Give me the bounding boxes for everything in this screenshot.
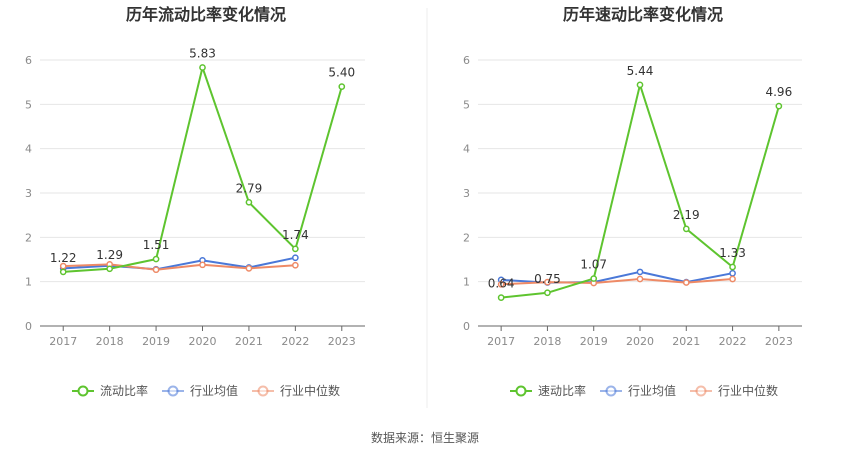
y-tick-label: 5 (25, 98, 32, 111)
data-label: 5.83 (189, 47, 216, 61)
y-tick-label: 6 (25, 54, 32, 67)
legend-swatch-marker (257, 385, 269, 397)
legend-swatch-marker (515, 385, 527, 397)
data-point (106, 265, 113, 273)
data-point (682, 279, 690, 286)
legend-swatch-marker (77, 385, 89, 397)
legend-swatch-marker (695, 385, 707, 397)
data-point (636, 275, 644, 283)
chart-title: 历年速动比率变化情况 (563, 5, 723, 24)
y-tick-label: 4 (25, 143, 32, 156)
x-tick-label: 2018 (96, 335, 124, 348)
x-tick-label: 2020 (626, 335, 654, 348)
x-tick-label: 2021 (672, 335, 700, 348)
current-ratio-chart: 历年流动比率变化情况 0 1 2 3 4 5 6 2017 2018 2019 2020 2021 202… (25, 5, 365, 398)
quick-ratio-chart: 历年速动比率变化情况 0 1 2 3 4 5 6 2017 2018 2019 2020 2021 202… (463, 5, 802, 398)
data-point (245, 265, 253, 272)
y-tick-label: 6 (463, 54, 470, 67)
legend-label: 行业中位数 (718, 383, 778, 398)
x-tick-label: 2019 (142, 335, 170, 348)
data-label: 1.74 (282, 228, 309, 242)
x-tick-label: 2023 (328, 335, 356, 348)
y-tick-label: 0 (25, 320, 32, 333)
data-label: 2.19 (673, 208, 700, 222)
x-tick-label: 2021 (235, 335, 263, 348)
series-line-1 (63, 256, 296, 271)
data-point (338, 83, 346, 90)
data-label: 1.29 (96, 248, 123, 262)
y-tick-label: 2 (25, 231, 32, 244)
data-point (729, 269, 736, 277)
x-tick-label: 2017 (49, 335, 77, 348)
data-point (245, 198, 253, 206)
y-tick-label: 3 (25, 187, 32, 200)
data-point (775, 102, 783, 110)
legend-item[interactable]: 速动比率 (510, 383, 586, 398)
data-label: 1.33 (719, 246, 746, 260)
data-point (292, 245, 299, 253)
legend-swatch-marker (605, 385, 617, 397)
series-line-2 (501, 278, 733, 286)
data-point (544, 289, 551, 297)
data-label: 5.44 (627, 64, 654, 78)
legend-label: 行业中位数 (280, 383, 340, 398)
legend-label: 流动比率 (100, 383, 148, 398)
legend-item[interactable]: 行业均值 (600, 383, 676, 398)
legend-swatch-marker (167, 385, 179, 397)
data-point (636, 268, 644, 276)
data-point (497, 280, 505, 288)
legend-item[interactable]: 行业均值 (162, 383, 238, 398)
data-point (636, 81, 644, 89)
data-point (199, 261, 206, 269)
legend-label: 行业均值 (628, 383, 676, 398)
y-tick-label: 2 (463, 231, 470, 244)
x-tick-label: 2023 (765, 335, 793, 348)
data-label: 1.51 (143, 238, 170, 252)
data-point (199, 64, 206, 71)
series-line-0 (500, 83, 780, 299)
data-point (292, 261, 299, 269)
chart-title: 历年流动比率变化情况 (126, 5, 286, 24)
x-tick-label: 2022 (281, 335, 309, 348)
data-label: 1.07 (580, 258, 607, 272)
data-point (292, 254, 299, 262)
series-line-2 (63, 263, 296, 271)
data-source-label: 数据来源：恒生聚源 (371, 430, 479, 445)
y-tick-label: 1 (25, 276, 32, 289)
y-tick-label: 4 (463, 143, 470, 156)
data-point (152, 255, 160, 263)
data-point (152, 266, 160, 274)
x-tick-label: 2017 (487, 335, 515, 348)
data-point (590, 275, 598, 282)
data-point (544, 278, 551, 286)
x-tick-label: 2020 (189, 335, 217, 348)
legend-item[interactable]: 行业中位数 (690, 383, 778, 398)
y-tick-label: 3 (463, 187, 470, 200)
data-point (59, 268, 67, 276)
legend-item[interactable]: 流动比率 (72, 383, 148, 398)
data-point (682, 225, 690, 233)
y-tick-label: 1 (463, 276, 470, 289)
legend-label: 行业均值 (190, 383, 238, 398)
data-label: 0.75 (534, 272, 561, 286)
data-point (497, 294, 505, 301)
data-point (729, 263, 736, 271)
x-tick-label: 2019 (580, 335, 608, 348)
data-label: 0.64 (488, 277, 515, 291)
legend-label: 速动比率 (538, 383, 586, 398)
x-tick-label: 2018 (533, 335, 561, 348)
y-tick-label: 0 (463, 320, 470, 333)
legend-item[interactable]: 行业中位数 (252, 383, 340, 398)
data-label: 1.22 (50, 251, 77, 265)
data-label: 2.79 (236, 181, 263, 195)
y-tick-label: 5 (463, 98, 470, 111)
data-point (729, 275, 736, 283)
x-tick-label: 2022 (719, 335, 747, 348)
data-label: 5.40 (328, 66, 355, 80)
data-label: 4.96 (765, 85, 792, 99)
